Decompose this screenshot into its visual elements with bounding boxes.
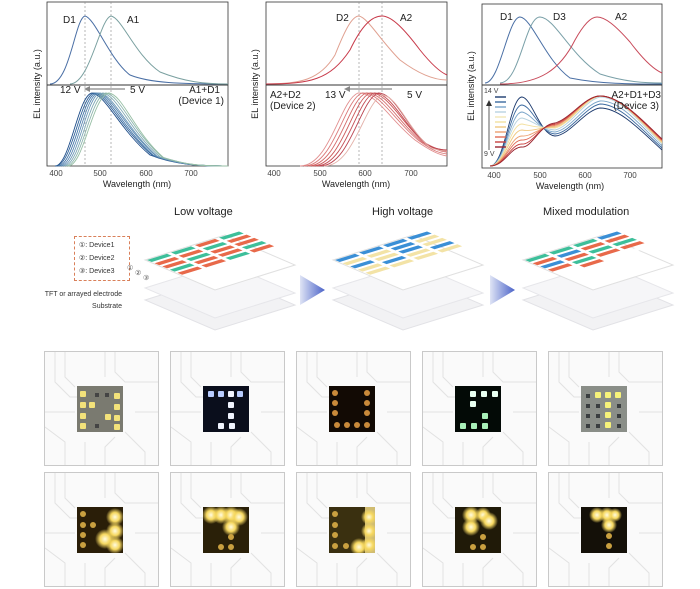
device-photo [203, 386, 249, 432]
series-label-d3: D3 [553, 12, 566, 23]
photo-r2-c4 [422, 472, 537, 587]
svg-text:600: 600 [578, 171, 592, 180]
chart-device-1-svg: 12 V 5 V D1 A1 A1+D1 (Device 1) 400 500 … [32, 1, 229, 189]
svg-text:600: 600 [358, 169, 372, 178]
device-sublabel: (Device 1) [178, 96, 224, 107]
device-photo [329, 386, 375, 432]
y-axis-label: EL intensity (a.u.) [466, 51, 476, 121]
svg-text:700: 700 [623, 171, 637, 180]
stack-high-voltage [331, 231, 485, 331]
legend-item-2: ②: Device2 [79, 255, 115, 262]
photo-r2-c5 [548, 472, 663, 587]
series-label-a1: A1 [127, 15, 140, 26]
series-label-d1: D1 [63, 15, 76, 26]
voltage-high-label: 13 V [325, 90, 346, 101]
series-label-d1: D1 [500, 12, 513, 23]
voltage-high-label: 12 V [60, 85, 81, 96]
photo-r1-c3 [296, 351, 411, 466]
svg-text:400: 400 [267, 169, 281, 178]
series-label-a2: A2 [400, 13, 413, 24]
tft-label: TFT or arrayed electrode [44, 291, 122, 298]
device-photo [581, 507, 627, 553]
chart-device-3-svg: 14 V 9 V D1 D3 A2 A2+D1+D3 (Device 3) 40… [466, 3, 663, 191]
svg-text:500: 500 [93, 169, 107, 178]
device-photo [455, 386, 501, 432]
voltage-bottom-label: 9 V [484, 151, 495, 158]
device-label: A2+D2 [270, 90, 301, 101]
svg-text:400: 400 [49, 169, 63, 178]
device-photo [581, 386, 627, 432]
device-photo [77, 507, 124, 554]
stack-low-voltage: ① ② ③ [127, 231, 297, 331]
svg-text:②: ② [135, 269, 141, 277]
photo-r1-c5 [548, 351, 663, 466]
chart-device-1: 12 V 5 V D1 A1 A1+D1 (Device 1) 400 500 … [0, 0, 240, 200]
photo-r2-c1 [44, 472, 159, 587]
legend-item-3: ③: Device3 [79, 268, 115, 275]
voltage-low-label: 5 V [130, 85, 145, 96]
substrate-label: Substrate [92, 303, 122, 310]
device-legend: ①: Device1 ②: Device2 ③: Device3 [74, 236, 130, 281]
svg-text:600: 600 [139, 169, 153, 178]
voltage-top-label: 14 V [484, 88, 499, 95]
svg-text:500: 500 [533, 171, 547, 180]
legend-item-1: ①: Device1 [79, 242, 115, 249]
device-label: A1+D1 [189, 85, 220, 96]
chart-device-2-svg: 13 V 5 V D2 A2 A2+D2 (Device 2) 400 500 … [250, 1, 448, 189]
device-photo [202, 506, 249, 553]
device-photo [329, 507, 377, 556]
x-axis-label: Wavelength (nm) [322, 179, 390, 189]
series-label-a2: A2 [615, 12, 628, 23]
title-low-voltage: Low voltage [174, 206, 233, 218]
arrow-icon [490, 275, 515, 305]
title-high-voltage: High voltage [372, 206, 434, 218]
svg-text:③: ③ [143, 274, 149, 282]
y-axis-label: EL intensity (a.u.) [32, 49, 42, 119]
x-axis-label: Wavelength (nm) [536, 181, 604, 191]
device-sublabel: (Device 2) [270, 101, 316, 112]
x-axis-label: Wavelength (nm) [103, 179, 171, 189]
chart-device-2: 13 V 5 V D2 A2 A2+D2 (Device 2) 400 500 … [240, 0, 460, 200]
chart-device-3: 14 V 9 V D1 D3 A2 A2+D1+D3 (Device 3) 40… [460, 0, 700, 200]
y-axis-label: EL intensity (a.u.) [250, 49, 260, 119]
stack-mixed-modulation [521, 231, 675, 331]
device-label: A2+D1+D3 [612, 90, 662, 101]
photo-r1-c2 [170, 351, 285, 466]
schematic-stacks: ① ② ③ [127, 231, 675, 331]
title-mixed-modulation: Mixed modulation [543, 206, 630, 218]
svg-text:400: 400 [487, 171, 501, 180]
photo-r2-c3 [296, 472, 411, 587]
device-photo [77, 386, 123, 432]
voltage-low-label: 5 V [407, 90, 422, 101]
photo-r1-c4 [422, 351, 537, 466]
series-label-d2: D2 [336, 13, 349, 24]
photo-r2-c2 [170, 472, 285, 587]
voltage-color-legend [486, 96, 506, 150]
svg-text:700: 700 [184, 169, 198, 178]
arrow-icon [300, 275, 325, 305]
device-photo [455, 506, 501, 553]
device-sublabel: (Device 3) [613, 101, 659, 112]
svg-text:①: ① [127, 264, 133, 272]
svg-text:700: 700 [404, 169, 418, 178]
svg-text:500: 500 [313, 169, 327, 178]
photo-r1-c1 [44, 351, 159, 466]
